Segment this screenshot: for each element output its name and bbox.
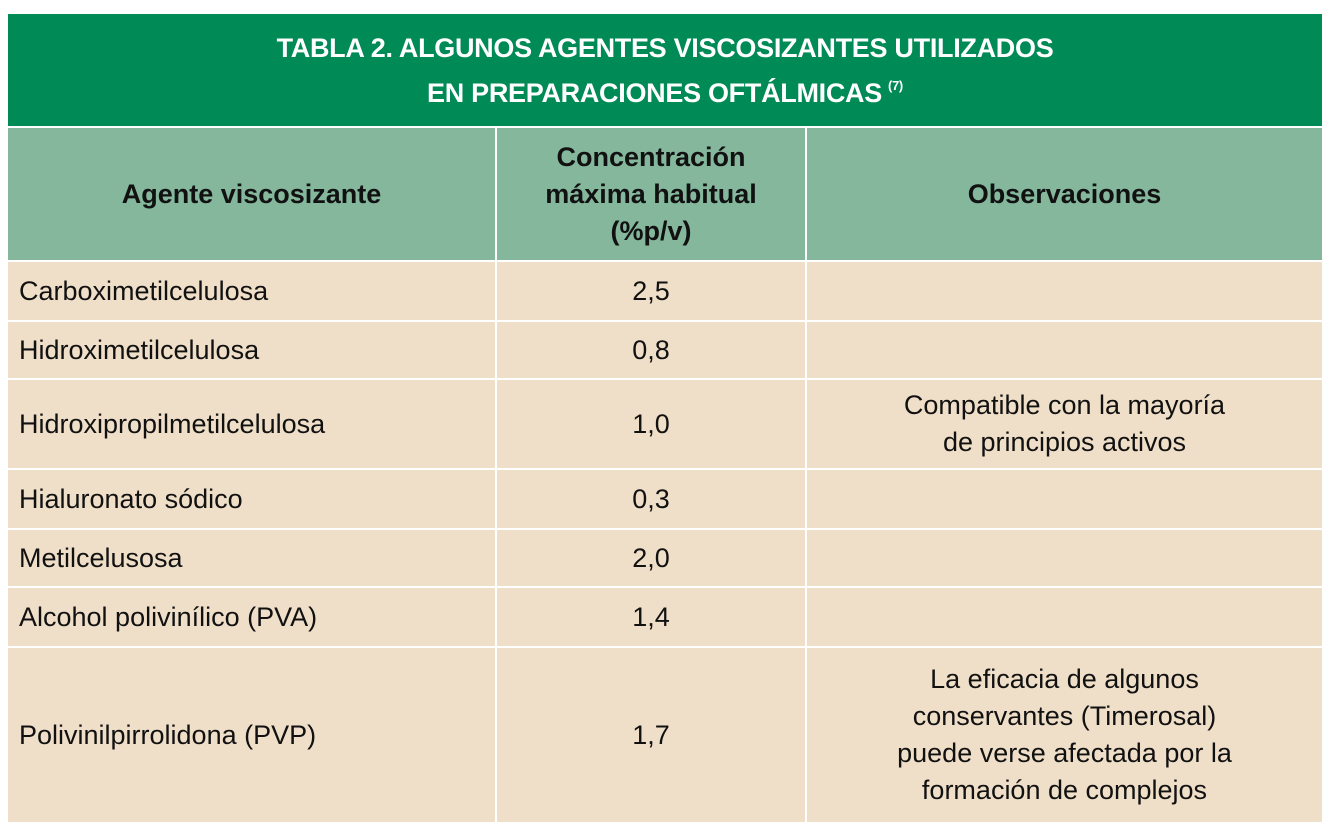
agent-cell: Polivinilpirrolidona (PVP) [8,648,495,822]
agent-cell: Hialuronato sódico [8,470,495,528]
cell-line: Compatible con la mayoría [903,390,1226,420]
concentration-cell: 0,3 [495,470,805,528]
concentration-cell: 1,0 [495,380,805,468]
agent-cell: Carboximetilcelulosa [8,262,495,320]
cell-line: Agente viscosizante [121,178,382,209]
cell-line: Concentración [556,141,746,172]
concentration-cell: 2,0 [495,530,805,586]
header-cell: Observaciones [805,128,1322,260]
agent-cell: Hidroxipropilmetilcelulosa [8,380,495,468]
observations-cell [805,588,1322,646]
table-row: Hidroximetilcelulosa 0,8 [8,322,1322,378]
reference: (7) [887,77,903,93]
cell-line: La eficacia de algunos [930,664,1199,694]
cell-line: puede verse afectada por la [897,738,1232,768]
cell-line: formación de complejos [921,775,1208,805]
table-container: TABLA 2. ALGUNOS AGENTES VISCOSIZANTES U… [8,14,1322,824]
observations-cell [805,322,1322,378]
observations-cell [805,470,1322,528]
observations-cell: Compatible con la mayoría de principios a… [805,380,1322,468]
agent-cell: Hidroximetilcelulosa [8,322,495,378]
table-row: Hialuronato sódico 0,3 [8,470,1322,528]
table-row: Carboximetilcelulosa 2,5 [8,262,1322,320]
observations-cell: La eficacia de algunos conservantes (Time… [805,648,1322,822]
title-line: EN PREPARACIONES OFTÁLMICAS (7) [427,67,903,112]
header-cell: Concentración máxima habitual (%p/v) [495,128,805,260]
concentration-cell: 0,8 [495,322,805,378]
concentration-cell: 1,4 [495,588,805,646]
cell-line: de principios activos [942,427,1187,457]
observations-cell [805,262,1322,320]
table-title: TABLA 2. ALGUNOS AGENTES VISCOSIZANTES U… [8,14,1322,126]
title-line: TABLA 2. ALGUNOS AGENTES VISCOSIZANTES U… [276,32,1054,63]
table-row: Polivinilpirrolidona (PVP) 1,7 La eficacia… [8,648,1322,822]
table-body: Carboximetilcelulosa 2,5 Hidroximetilcelul… [8,262,1322,822]
table-row: Metilcelusosa 2,0 [8,530,1322,586]
header-cell: Agente viscosizante [8,128,495,260]
concentration-cell: 2,5 [495,262,805,320]
header-row: Agente viscosizante Concentración máxima h… [8,128,1322,260]
table-row: Hidroxipropilmetilcelulosa 1,0 Compatible … [8,380,1322,468]
cell-line: (%p/v) [610,215,692,246]
table: Agente viscosizante Concentración máxima h… [8,126,1322,824]
table-head: Agente viscosizante Concentración máxima h… [8,128,1322,260]
cell-line: conservantes (Timerosal) [912,701,1217,731]
title-line: EN PREPARACIONES OFTÁLMICAS [427,77,882,108]
concentration-cell: 1,7 [495,648,805,822]
agent-cell: Alcohol polivinílico (PVA) [8,588,495,646]
table-row: Alcohol polivinílico (PVA) 1,4 [8,588,1322,646]
cell-line: Observaciones [967,178,1162,209]
cell-line: máxima habitual [545,178,757,209]
agent-cell: Metilcelusosa [8,530,495,586]
observations-cell [805,530,1322,586]
